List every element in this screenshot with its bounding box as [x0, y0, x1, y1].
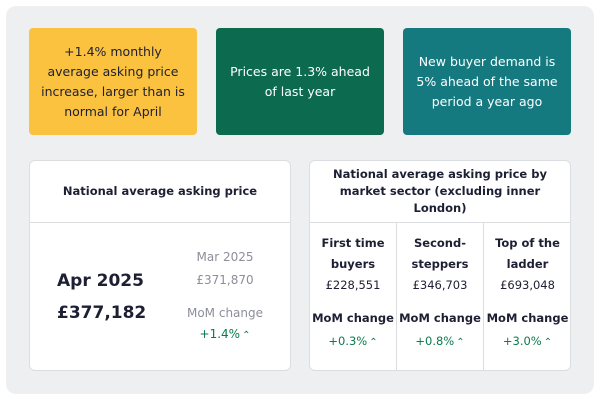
chevron-up-icon: ⌃	[242, 330, 251, 341]
current-period: Apr 2025	[57, 271, 144, 291]
national-price-title: National average asking price	[30, 161, 290, 223]
sector-mom-value: +0.8% ⌃	[397, 334, 483, 348]
sector-price: £346,703	[412, 278, 468, 292]
sector-mom-value: +0.3% ⌃	[310, 334, 396, 348]
chevron-up-icon: ⌃	[543, 337, 553, 348]
sector-mom-label: MoM change	[486, 311, 569, 325]
sector-label: Second-steppers	[411, 236, 469, 271]
sector-column-first-time-buyers: First time buyers £228,551 MoM change +0…	[310, 223, 397, 370]
chevron-up-icon: ⌃	[369, 337, 378, 348]
previous-period: Mar 2025	[196, 250, 254, 264]
current-price: £377,182	[57, 303, 147, 323]
previous-price: £371,870	[196, 273, 254, 287]
mom-change-value: +1.4% ⌃	[180, 327, 270, 341]
annual-change-tile: Prices are 1.3% ahead of last year	[216, 28, 384, 135]
sector-column-top-of-the-ladder: Top of the ladder £693,048 MoM change +3…	[484, 223, 571, 370]
national-price-card: National average asking price Apr 2025 £…	[29, 160, 291, 371]
sector-mom-value: +3.0% ⌃	[484, 334, 571, 348]
buyer-demand-text: New buyer demand is 5% ahead of the same…	[416, 53, 558, 109]
sector-mom-label: MoM change	[312, 311, 394, 325]
monthly-increase-tile: +1.4% monthly average asking price incre…	[29, 28, 197, 135]
sector-column-second-steppers: Second-steppers £346,703 MoM change +0.8…	[397, 223, 484, 370]
sector-price-title: National average asking price by market …	[310, 161, 570, 223]
sector-price: £228,551	[325, 278, 381, 292]
sector-mom-percent: +3.0%	[502, 334, 542, 348]
sector-label: First time buyers	[321, 236, 385, 271]
chevron-up-icon: ⌃	[456, 337, 465, 348]
sector-price: £693,048	[500, 278, 555, 292]
annual-change-text: Prices are 1.3% ahead of last year	[230, 63, 370, 99]
sector-mom-percent: +0.3%	[328, 334, 368, 348]
sector-label: Top of the ladder	[495, 236, 560, 271]
mom-change-label: MoM change	[186, 306, 264, 320]
sector-price-card: National average asking price by market …	[309, 160, 571, 371]
buyer-demand-tile: New buyer demand is 5% ahead of the same…	[403, 28, 571, 135]
monthly-increase-text: +1.4% monthly average asking price incre…	[41, 43, 185, 119]
sector-mom-label: MoM change	[399, 311, 481, 325]
mom-change-percent: +1.4%	[199, 327, 241, 341]
sector-mom-percent: +0.8%	[415, 334, 455, 348]
